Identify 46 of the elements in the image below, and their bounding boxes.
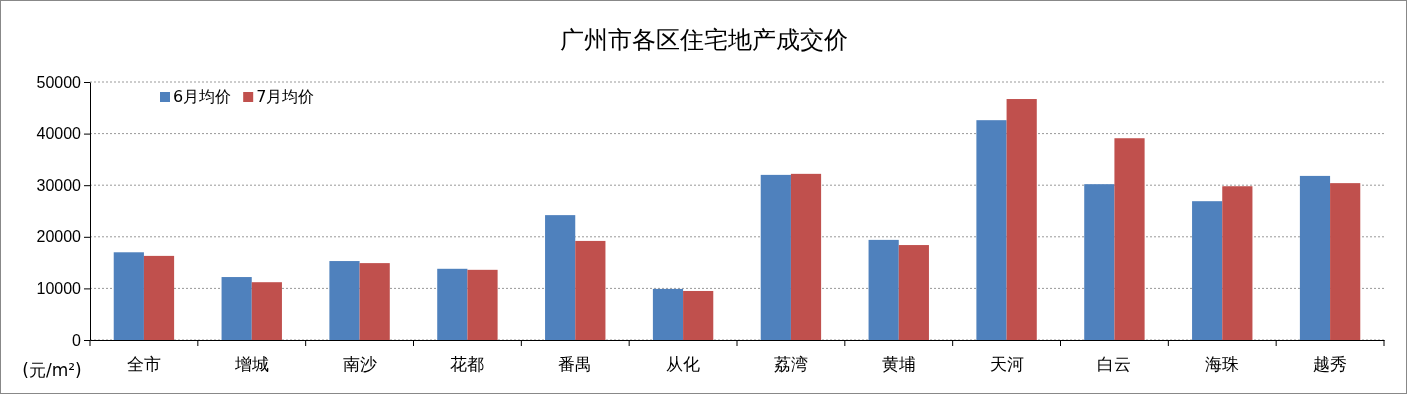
x-tick-label: 海珠 xyxy=(1205,355,1240,375)
bar xyxy=(1006,99,1037,340)
x-tick-label: 越秀 xyxy=(1313,355,1348,375)
y-tick-label: 10000 xyxy=(36,280,82,298)
x-tick-label: 从化 xyxy=(666,355,701,375)
bar xyxy=(1192,201,1223,340)
chart-title: 广州市各区住宅地产成交价 xyxy=(560,26,848,54)
bar xyxy=(359,263,390,340)
y-tick-label: 50000 xyxy=(36,73,82,91)
x-tick-label: 南沙 xyxy=(342,355,377,375)
x-tick-label: 全市 xyxy=(126,355,161,375)
bar xyxy=(790,173,822,340)
bar xyxy=(1114,138,1145,340)
bar xyxy=(251,282,282,340)
x-tick-label: 荔湾 xyxy=(773,355,808,375)
x-tick-label: 天河 xyxy=(989,355,1024,375)
bar xyxy=(1299,175,1331,340)
y-tick-label: 20000 xyxy=(36,228,82,246)
bar xyxy=(898,245,929,340)
bar xyxy=(760,174,791,340)
bar xyxy=(1330,183,1361,340)
bar xyxy=(329,261,360,340)
bar xyxy=(437,268,468,340)
bar xyxy=(113,252,144,340)
bar xyxy=(683,290,714,340)
x-tick-label: 黄埔 xyxy=(881,355,916,375)
bar xyxy=(221,277,252,340)
x-tick-label: 花都 xyxy=(450,355,485,375)
bar xyxy=(467,269,498,340)
x-tick-label: 增城 xyxy=(233,355,269,375)
bar xyxy=(1084,184,1115,340)
legend-label: 7月均价 xyxy=(256,87,315,106)
x-tick-label: 白云 xyxy=(1097,355,1132,375)
bar xyxy=(976,120,1007,340)
bar xyxy=(143,255,175,340)
y-tick-label: 30000 xyxy=(36,176,82,194)
y-tick-label: 0 xyxy=(72,331,82,349)
x-tick-label: 番禺 xyxy=(558,355,593,375)
bar xyxy=(575,240,606,340)
y-tick-label: 40000 xyxy=(36,125,82,143)
legend-label: 6月均价 xyxy=(173,87,232,106)
bar xyxy=(652,288,684,340)
y-axis-title: (元/m²) xyxy=(22,360,82,380)
bar xyxy=(868,239,899,340)
bar xyxy=(1222,186,1253,340)
bar xyxy=(545,215,576,340)
